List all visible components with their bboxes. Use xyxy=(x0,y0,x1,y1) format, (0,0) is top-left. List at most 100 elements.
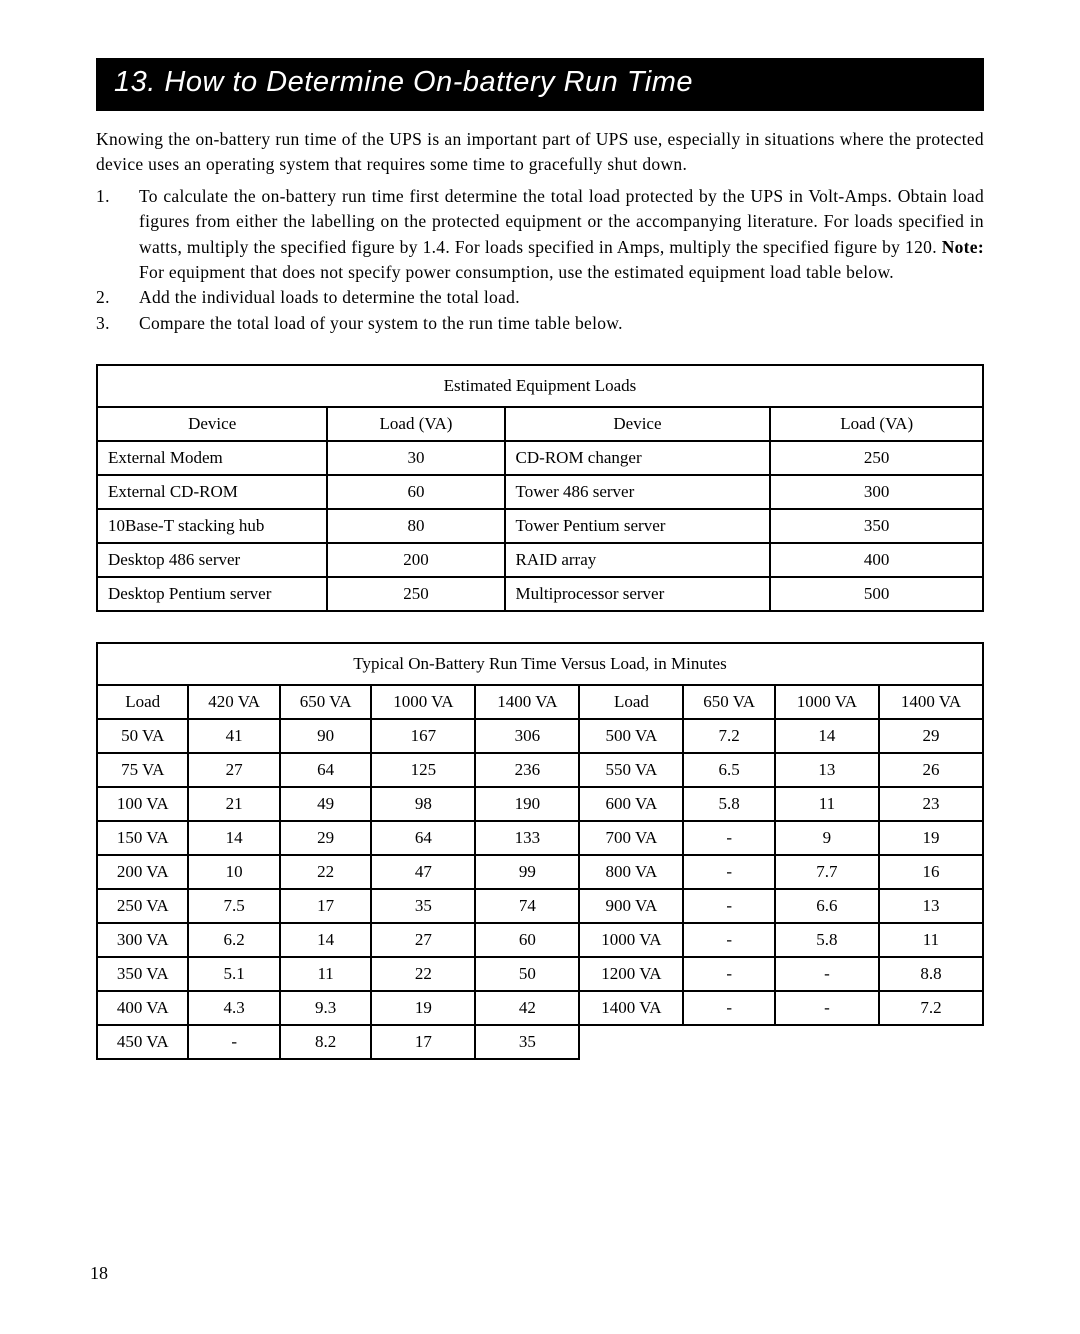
table-cell: 236 xyxy=(475,753,579,787)
table-cell: 6.2 xyxy=(188,923,279,957)
table-cell: 9.3 xyxy=(280,991,371,1025)
table-cell: 7.2 xyxy=(879,991,983,1025)
table-cell: 9 xyxy=(775,821,879,855)
table-cell: 13 xyxy=(879,889,983,923)
table-row: 100 VA214998190600 VA5.81123 xyxy=(97,787,983,821)
runtime-table: Typical On-Battery Run Time Versus Load,… xyxy=(96,642,984,1060)
table-cell: 14 xyxy=(775,719,879,753)
table-header: 650 VA xyxy=(280,685,371,719)
table-cell xyxy=(879,1025,983,1059)
table-cell: 60 xyxy=(327,475,504,509)
table-cell: 26 xyxy=(879,753,983,787)
table-cell: 8.2 xyxy=(280,1025,371,1059)
table-cell: 350 VA xyxy=(97,957,188,991)
table-cell: 19 xyxy=(371,991,475,1025)
table-cell: 22 xyxy=(371,957,475,991)
table-row: External Modem30CD-ROM changer250 xyxy=(97,441,983,475)
table-header: 650 VA xyxy=(683,685,774,719)
table-cell: CD-ROM changer xyxy=(505,441,771,475)
table-row: 50 VA4190167306500 VA7.21429 xyxy=(97,719,983,753)
table-cell: 22 xyxy=(280,855,371,889)
table-cell: 50 xyxy=(475,957,579,991)
table-cell: Desktop 486 server xyxy=(97,543,327,577)
table-cell: 7.5 xyxy=(188,889,279,923)
table-cell: 167 xyxy=(371,719,475,753)
table-cell: 50 VA xyxy=(97,719,188,753)
equipment-loads-table-wrap: Estimated Equipment Loads Device Load (V… xyxy=(96,364,984,612)
table-cell: 80 xyxy=(327,509,504,543)
table-cell: Multiprocessor server xyxy=(505,577,771,611)
table-cell: 125 xyxy=(371,753,475,787)
table-cell: - xyxy=(683,855,774,889)
table-cell: 75 VA xyxy=(97,753,188,787)
table-cell: Tower Pentium server xyxy=(505,509,771,543)
table-cell: 600 VA xyxy=(579,787,683,821)
runtime-tbody: 50 VA4190167306500 VA7.2142975 VA2764125… xyxy=(97,719,983,1059)
table-cell: - xyxy=(188,1025,279,1059)
table-cell: 14 xyxy=(188,821,279,855)
table-header: 1000 VA xyxy=(775,685,879,719)
table-cell: 17 xyxy=(371,1025,475,1059)
table-cell: 21 xyxy=(188,787,279,821)
table-cell: 41 xyxy=(188,719,279,753)
equip-tbody: External Modem30CD-ROM changer250Externa… xyxy=(97,441,983,611)
equipment-loads-table: Estimated Equipment Loads Device Load (V… xyxy=(96,364,984,612)
section-header: 13. How to Determine On-battery Run Time xyxy=(96,58,984,111)
table-cell: External Modem xyxy=(97,441,327,475)
table-cell: - xyxy=(683,889,774,923)
intro-paragraph: Knowing the on-battery run time of the U… xyxy=(96,127,984,178)
table-cell: 11 xyxy=(775,787,879,821)
table-cell: RAID array xyxy=(505,543,771,577)
table-cell: - xyxy=(775,991,879,1025)
table-cell: - xyxy=(683,923,774,957)
table-cell: 450 VA xyxy=(97,1025,188,1059)
table-cell: 500 VA xyxy=(579,719,683,753)
step-text-post: For equipment that does not specify powe… xyxy=(139,262,894,282)
table-row: External CD-ROM60Tower 486 server300 xyxy=(97,475,983,509)
table-cell: 250 xyxy=(770,441,983,475)
table-row: Desktop Pentium server250Multiprocessor … xyxy=(97,577,983,611)
page-number: 18 xyxy=(90,1263,108,1284)
table-cell: 190 xyxy=(475,787,579,821)
table-cell: 250 xyxy=(327,577,504,611)
step-text-pre: Compare the total load of your system to… xyxy=(139,313,623,333)
table-cell: 400 VA xyxy=(97,991,188,1025)
table-cell: 300 VA xyxy=(97,923,188,957)
step-item: Add the individual loads to determine th… xyxy=(96,285,984,310)
table-cell: 74 xyxy=(475,889,579,923)
table-cell: 64 xyxy=(371,821,475,855)
table-cell: 27 xyxy=(371,923,475,957)
table-row: 250 VA7.5173574900 VA-6.613 xyxy=(97,889,983,923)
table-cell: 16 xyxy=(879,855,983,889)
table-cell: Tower 486 server xyxy=(505,475,771,509)
table-row: 150 VA142964133700 VA-919 xyxy=(97,821,983,855)
table-cell: 4.3 xyxy=(188,991,279,1025)
table-cell: 23 xyxy=(879,787,983,821)
table-cell: 700 VA xyxy=(579,821,683,855)
table-header: 1000 VA xyxy=(371,685,475,719)
table-cell: 133 xyxy=(475,821,579,855)
table-caption: Estimated Equipment Loads xyxy=(97,365,983,407)
table-cell: 8.8 xyxy=(879,957,983,991)
table-cell: 1000 VA xyxy=(579,923,683,957)
table-cell: 300 xyxy=(770,475,983,509)
table-cell: 550 VA xyxy=(579,753,683,787)
table-cell: 250 VA xyxy=(97,889,188,923)
table-cell: - xyxy=(683,991,774,1025)
table-cell: 200 xyxy=(327,543,504,577)
table-row: 75 VA2764125236550 VA6.51326 xyxy=(97,753,983,787)
table-header: 1400 VA xyxy=(475,685,579,719)
table-header: Load xyxy=(579,685,683,719)
table-cell: 5.8 xyxy=(683,787,774,821)
table-cell: 29 xyxy=(280,821,371,855)
table-cell: 29 xyxy=(879,719,983,753)
table-header: Load (VA) xyxy=(770,407,983,441)
table-caption: Typical On-Battery Run Time Versus Load,… xyxy=(97,643,983,685)
table-cell: 5.8 xyxy=(775,923,879,957)
table-cell: 6.5 xyxy=(683,753,774,787)
step-text-pre: Add the individual loads to determine th… xyxy=(139,287,520,307)
table-cell: 1200 VA xyxy=(579,957,683,991)
table-cell: - xyxy=(775,957,879,991)
table-row: 450 VA-8.21735 xyxy=(97,1025,983,1059)
table-cell: 7.2 xyxy=(683,719,774,753)
